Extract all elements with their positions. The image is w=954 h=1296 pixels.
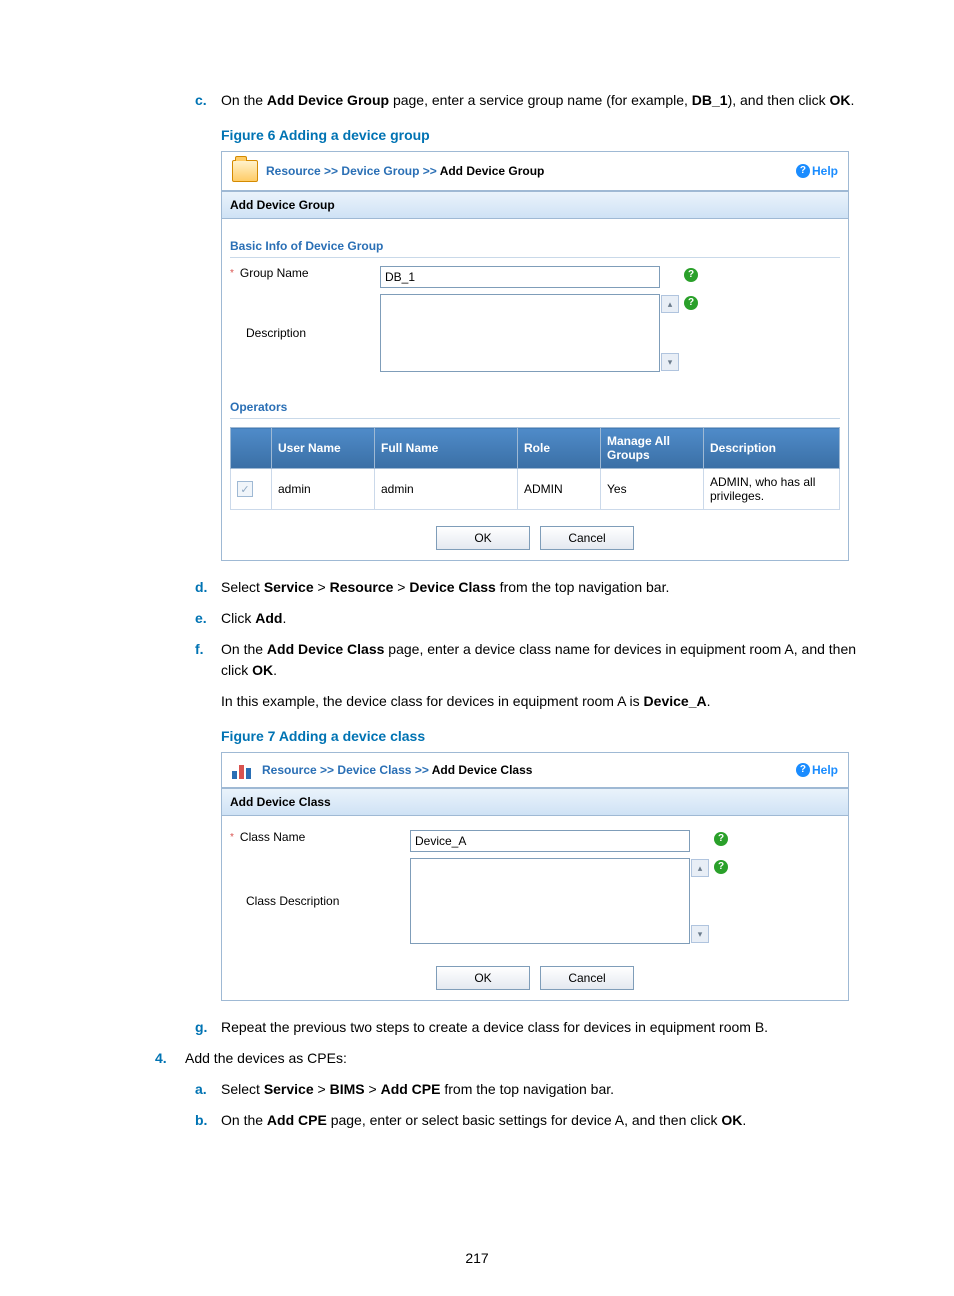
breadcrumb: Resource >> Device Group >> Add Device G… — [266, 164, 796, 178]
help-icon: ? — [796, 763, 810, 777]
scroll-down-icon[interactable]: ▾ — [661, 353, 679, 371]
figure7: Resource >> Device Class >> Add Device C… — [221, 752, 849, 1001]
step-text: Add the devices as CPEs: — [185, 1048, 859, 1069]
th-check — [231, 428, 272, 469]
cell-manage: Yes — [601, 469, 704, 510]
chart-icon — [232, 761, 254, 779]
bc-add-device-class: Add Device Class — [432, 763, 533, 777]
figure6-caption: Figure 6 Adding a device group — [221, 127, 859, 143]
required-star: * — [230, 268, 234, 279]
hint-icon[interactable]: ? — [714, 860, 728, 874]
step-4a: a. Select Service > BIMS > Add CPE from … — [195, 1079, 859, 1100]
figure7-header: Resource >> Device Class >> Add Device C… — [222, 753, 848, 789]
cell-role: ADMIN — [518, 469, 601, 510]
group-name-input[interactable] — [380, 266, 660, 288]
breadcrumb: Resource >> Device Class >> Add Device C… — [262, 763, 796, 777]
cancel-button[interactable]: Cancel — [540, 966, 634, 990]
hint-icon[interactable]: ? — [684, 268, 698, 282]
step-4b: b. On the Add CPE page, enter or select … — [195, 1110, 859, 1131]
th-role: Role — [518, 428, 601, 469]
required-star: * — [230, 832, 234, 843]
hint-icon[interactable]: ? — [684, 296, 698, 310]
group-name-label: Group Name — [240, 266, 309, 280]
step-g: g. Repeat the previous two steps to crea… — [195, 1017, 859, 1038]
bc-device-class[interactable]: Device Class — [337, 763, 411, 777]
cancel-button[interactable]: Cancel — [540, 526, 634, 550]
step-letter: d. — [195, 577, 221, 598]
step-letter: e. — [195, 608, 221, 629]
ok-button[interactable]: OK — [436, 526, 530, 550]
step-f: f. On the Add Device Class page, enter a… — [195, 639, 859, 681]
operators-table: User Name Full Name Role Manage All Grou… — [230, 427, 840, 510]
help-icon: ? — [796, 164, 810, 178]
step-text: Select Service > Resource > Device Class… — [221, 577, 859, 598]
ok-button[interactable]: OK — [436, 966, 530, 990]
step-number: 4. — [155, 1048, 185, 1069]
page-number: 217 — [0, 1250, 954, 1266]
figure7-caption: Figure 7 Adding a device class — [221, 728, 859, 744]
hint-icon[interactable]: ? — [714, 832, 728, 846]
bc-resource[interactable]: Resource — [266, 164, 321, 178]
help-link[interactable]: ? Help — [796, 164, 838, 178]
row-checkbox[interactable]: ✓ — [237, 481, 253, 497]
step-letter: g. — [195, 1017, 221, 1038]
th-fullname: Full Name — [375, 428, 518, 469]
step-letter: f. — [195, 639, 221, 681]
operators-title: Operators — [230, 396, 840, 419]
step-c: c. On the Add Device Group page, enter a… — [195, 90, 859, 111]
class-name-input[interactable] — [410, 830, 690, 852]
class-desc-label: Class Description — [246, 894, 339, 908]
bc-device-group[interactable]: Device Group — [341, 164, 419, 178]
step-4: 4. Add the devices as CPEs: — [155, 1048, 859, 1069]
step-letter: c. — [195, 90, 221, 111]
folder-icon — [232, 160, 258, 182]
step-text: On the Add CPE page, enter or select bas… — [221, 1110, 859, 1131]
step-f-followup: In this example, the device class for de… — [221, 691, 859, 712]
cell-desc: ADMIN, who has all privileges. — [704, 469, 840, 510]
figure6-titlebar: Add Device Group — [222, 192, 848, 219]
step-e: e. Click Add. — [195, 608, 859, 629]
th-username: User Name — [272, 428, 375, 469]
th-manage: Manage All Groups — [601, 428, 704, 469]
figure6-header: Resource >> Device Group >> Add Device G… — [222, 152, 848, 192]
class-desc-input[interactable]: ▴ ▾ — [410, 858, 690, 944]
scroll-up-icon[interactable]: ▴ — [661, 295, 679, 313]
step-text: On the Add Device Group page, enter a se… — [221, 90, 859, 111]
class-name-label: Class Name — [240, 830, 305, 844]
bc-resource[interactable]: Resource — [262, 763, 317, 777]
step-letter: a. — [195, 1079, 221, 1100]
basic-info-title: Basic Info of Device Group — [230, 235, 840, 258]
step-text: Select Service > BIMS > Add CPE from the… — [221, 1079, 859, 1100]
figure6: Resource >> Device Group >> Add Device G… — [221, 151, 849, 561]
scroll-down-icon[interactable]: ▾ — [691, 925, 709, 943]
cell-fullname: admin — [375, 469, 518, 510]
scroll-up-icon[interactable]: ▴ — [691, 859, 709, 877]
cell-username: admin — [272, 469, 375, 510]
step-text: Click Add. — [221, 608, 859, 629]
bc-add-device-group: Add Device Group — [440, 164, 545, 178]
step-d: d. Select Service > Resource > Device Cl… — [195, 577, 859, 598]
figure7-titlebar: Add Device Class — [222, 789, 848, 816]
step-letter: b. — [195, 1110, 221, 1131]
description-input[interactable]: ▴ ▾ — [380, 294, 660, 372]
step-text: On the Add Device Class page, enter a de… — [221, 639, 859, 681]
help-link[interactable]: ? Help — [796, 763, 838, 777]
table-row: ✓ admin admin ADMIN Yes ADMIN, who has a… — [231, 469, 840, 510]
th-description: Description — [704, 428, 840, 469]
step-text: Repeat the previous two steps to create … — [221, 1017, 859, 1038]
description-label: Description — [246, 326, 306, 340]
